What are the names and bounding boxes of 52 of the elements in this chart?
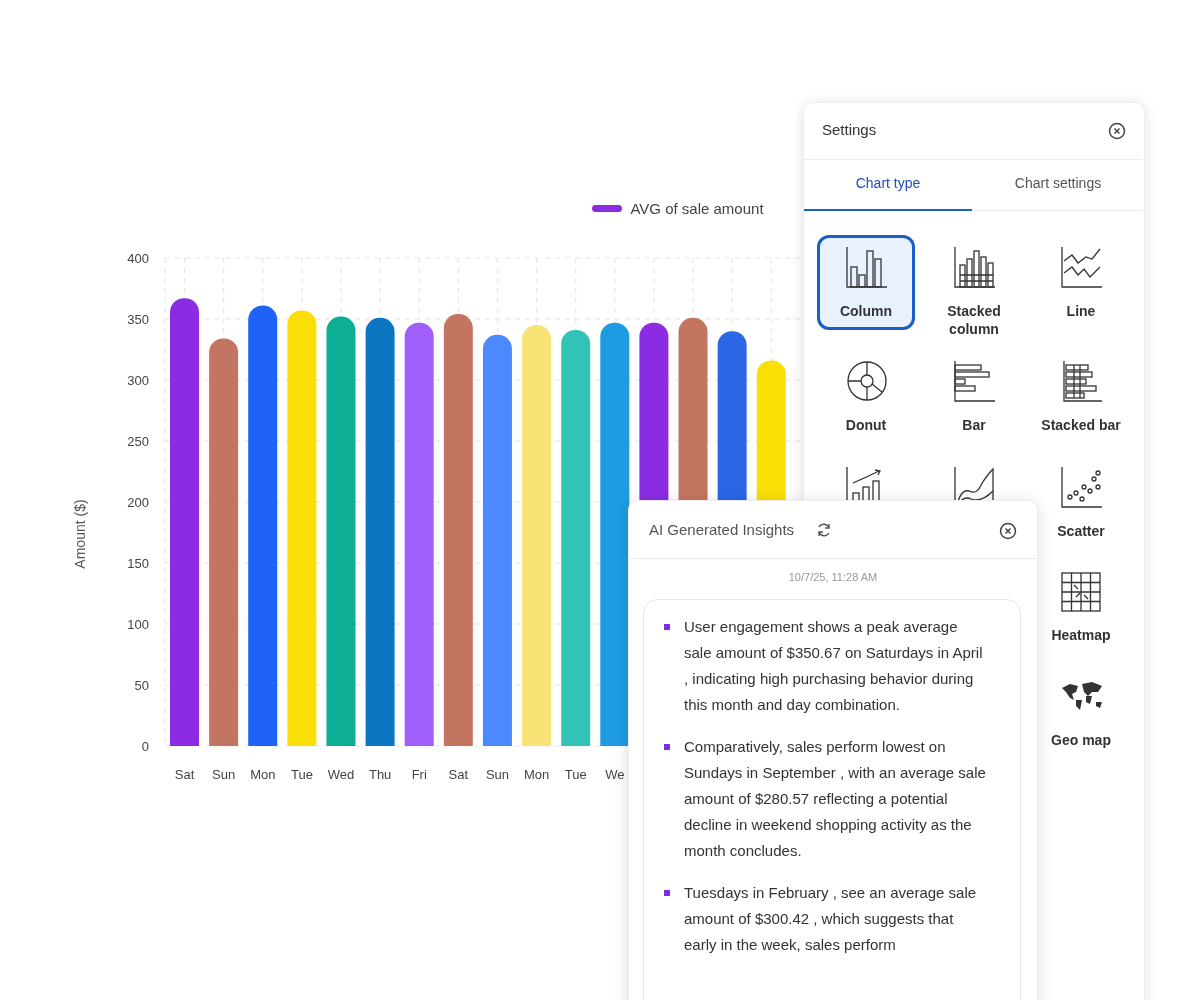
y-tick-label: 150 bbox=[127, 555, 149, 571]
bar bbox=[209, 338, 239, 746]
bar bbox=[561, 329, 591, 746]
bar bbox=[404, 322, 434, 746]
text: Geo map bbox=[1050, 731, 1112, 749]
text: Chart type bbox=[854, 175, 922, 191]
x-tick-label: Sat bbox=[448, 767, 469, 783]
y-tick-label: 250 bbox=[127, 433, 149, 449]
annotation: User engagement shows a peak average sale amount of $350.67 on Saturdays in April , indicating high purchasing behavior during this month and day combination. bbox=[684, 618, 983, 713]
text: Bar bbox=[961, 416, 987, 434]
text: Tuesdays in February , see an average sale amount of $300.42 , which suggests that early in the week, sales perform bbox=[684, 884, 977, 953]
bar bbox=[522, 325, 552, 746]
bar bbox=[600, 322, 630, 746]
annotation: Comparatively, sales perform lowest on Sundays in September , with an average sale amount of $280.57 reflecting a potential decline in weekend shopping activity as the month concludes. bbox=[684, 738, 986, 859]
bar bbox=[326, 316, 356, 746]
x-tick-label: Tue bbox=[564, 767, 587, 783]
bar bbox=[170, 298, 199, 746]
text: Settings bbox=[822, 121, 877, 138]
text: Line bbox=[1065, 302, 1097, 320]
bar bbox=[365, 317, 395, 746]
x-tick-label: Mon bbox=[523, 767, 550, 783]
x-tick-label: Wed bbox=[327, 767, 355, 783]
text: Scatter bbox=[1056, 522, 1106, 540]
text: Stacked column bbox=[946, 302, 1002, 338]
bar bbox=[287, 310, 317, 746]
x-tick-label: We bbox=[605, 767, 625, 783]
y-tick-label: 50 bbox=[134, 677, 149, 693]
text: Column bbox=[838, 302, 894, 320]
text: AI Generated Insights bbox=[649, 521, 795, 538]
y-tick-label: 350 bbox=[127, 311, 149, 327]
x-tick-label: Sun bbox=[485, 767, 510, 783]
y-tick-label: 100 bbox=[127, 616, 149, 632]
bar bbox=[443, 314, 473, 746]
y-axis-title: Amount ($) bbox=[72, 498, 88, 571]
x-tick-label: Tue bbox=[290, 767, 313, 783]
y-tick-label: 0 bbox=[141, 738, 149, 754]
y-tick-label: 400 bbox=[127, 250, 149, 266]
text: Chart settings bbox=[1013, 175, 1103, 191]
x-tick-label: Mon bbox=[250, 767, 276, 783]
x-tick-label: Thu bbox=[368, 767, 392, 783]
text: Heatmap bbox=[1050, 626, 1112, 644]
text: Stacked bar bbox=[1040, 416, 1122, 434]
bar bbox=[248, 305, 278, 746]
x-tick-label: Sat bbox=[174, 767, 195, 783]
x-tick-label: Sun bbox=[212, 767, 236, 783]
annotation: 10/7/25, 11:28 AM bbox=[787, 571, 879, 583]
y-tick-label: 200 bbox=[127, 494, 149, 510]
y-tick-label: 300 bbox=[127, 372, 149, 388]
x-tick-label: Fri bbox=[411, 767, 427, 783]
text: Donut bbox=[844, 416, 888, 434]
legend-label: AVG of sale amount bbox=[630, 200, 764, 217]
bar bbox=[482, 334, 512, 746]
